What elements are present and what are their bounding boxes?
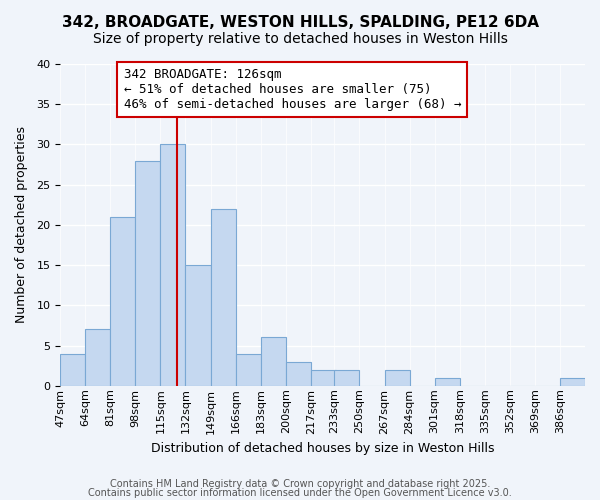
Bar [211,209,236,386]
Text: 342, BROADGATE, WESTON HILLS, SPALDING, PE12 6DA: 342, BROADGATE, WESTON HILLS, SPALDING, … [62,15,539,30]
Y-axis label: Number of detached properties: Number of detached properties [15,126,28,324]
Text: Size of property relative to detached houses in Weston Hills: Size of property relative to detached ho… [92,32,508,46]
Text: Contains public sector information licensed under the Open Government Licence v3: Contains public sector information licen… [88,488,512,498]
Text: Contains HM Land Registry data © Crown copyright and database right 2025.: Contains HM Land Registry data © Crown c… [110,479,490,489]
Bar [85,330,110,386]
Bar [260,338,286,386]
Bar [334,370,359,386]
Bar [286,362,311,386]
Text: 342 BROADGATE: 126sqm
← 51% of detached houses are smaller (75)
46% of semi-deta: 342 BROADGATE: 126sqm ← 51% of detached … [124,68,461,111]
Bar [434,378,460,386]
Bar [560,378,585,386]
X-axis label: Distribution of detached houses by size in Weston Hills: Distribution of detached houses by size … [151,442,494,455]
Bar [60,354,85,386]
Bar [385,370,410,386]
Bar [160,144,185,386]
Bar [110,217,136,386]
Bar [311,370,336,386]
Bar [136,160,160,386]
Bar [185,265,211,386]
Bar [236,354,260,386]
